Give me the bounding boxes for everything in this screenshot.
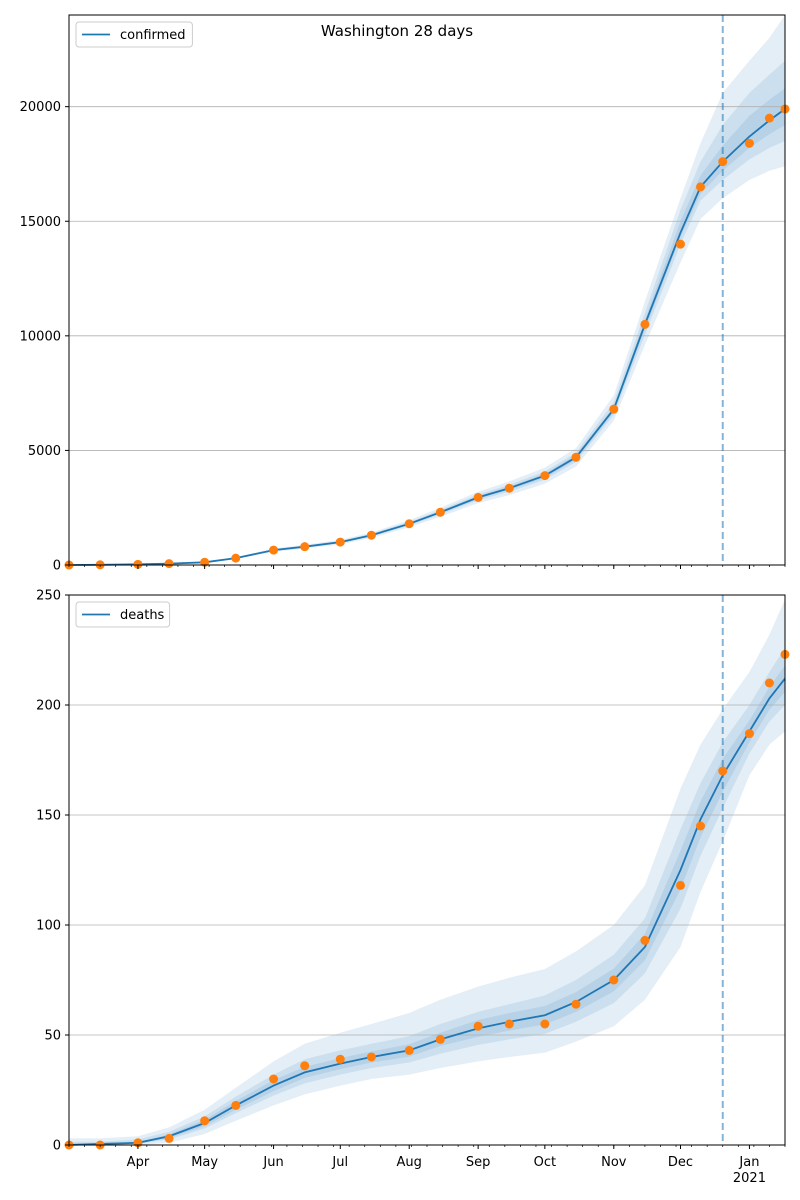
top-series-confirmed (68, 108, 786, 566)
panel-bottom: 0 50 100 150 200 250 Apr May Jun Jul Aug Sep Oct Nov… (36, 589, 790, 1186)
panel-bottom-y-ticks: 0 50 100 150 200 250 (36, 589, 69, 1154)
top-observed-point (300, 542, 310, 552)
top-y-tick-label: 20000 (20, 100, 61, 115)
panel-bottom-bands (69, 599, 785, 1145)
x-tick-label: Jul (331, 1155, 348, 1170)
bottom-observed-point (640, 935, 650, 945)
bottom-observed-point (335, 1054, 345, 1064)
top-observed-point (269, 545, 279, 555)
top-y-tick-label: 10000 (20, 329, 61, 344)
panel-top-observed-points (64, 104, 790, 570)
x-tick-label: Jan (738, 1155, 759, 1170)
bottom-y-tick-label: 100 (36, 919, 61, 934)
bottom-legend-box (75, 601, 171, 628)
bottom-band-1 (69, 599, 785, 1145)
top-observed-point (133, 559, 143, 569)
bottom-observed-point (571, 999, 581, 1009)
x-tick-label: Sep (466, 1155, 491, 1170)
bottom-y-tick-label: 200 (36, 699, 61, 714)
bottom-observed-point (675, 880, 685, 890)
bottom-observed-point (744, 729, 754, 739)
bottom-observed-point (718, 766, 728, 776)
top-observed-point (744, 138, 754, 148)
panel-top-y-ticks: 0 5000 10000 15000 20000 (20, 100, 69, 574)
bottom-observed-point (404, 1045, 414, 1055)
top-band-3 (69, 88, 785, 566)
bottom-observed-point (200, 1116, 210, 1126)
x-tick-label: Oct (534, 1155, 556, 1170)
top-observed-point (675, 239, 685, 249)
bottom-observed-point (696, 821, 706, 831)
x-tick-label: Jun (262, 1155, 283, 1170)
top-observed-point (164, 559, 174, 569)
bottom-observed-point (473, 1021, 483, 1031)
x-tick-label: Nov (601, 1155, 627, 1170)
panel-top-grid (69, 106, 785, 451)
top-legend-label: confirmed (120, 28, 186, 43)
bottom-y-tick-label: 150 (36, 809, 61, 824)
top-observed-point (540, 471, 550, 481)
bottom-observed-point (366, 1052, 376, 1062)
bottom-y-tick-label: 0 (53, 1139, 61, 1154)
bottom-observed-point (231, 1100, 241, 1110)
bottom-observed-point (540, 1019, 550, 1029)
x-tick-label: Apr (127, 1155, 150, 1170)
bottom-series-deaths (68, 678, 786, 1146)
bottom-band-3 (69, 665, 785, 1145)
bottom-observed-point (269, 1074, 279, 1084)
top-observed-point (640, 319, 650, 329)
bottom-band-2 (69, 647, 785, 1145)
x-tick-label: May (191, 1155, 218, 1170)
bottom-observed-point (435, 1034, 445, 1044)
top-observed-point (231, 553, 241, 563)
bottom-observed-point (300, 1061, 310, 1071)
top-observed-point (718, 157, 728, 167)
panel-bottom-series-line (68, 678, 786, 1146)
top-observed-point (764, 113, 774, 123)
top-y-tick-label: 15000 (20, 215, 61, 230)
top-y-tick-label: 5000 (28, 444, 61, 459)
top-observed-point (473, 492, 483, 502)
top-observed-point (571, 452, 581, 462)
top-band-2 (69, 60, 785, 566)
top-observed-point (335, 537, 345, 547)
bottom-observed-point (764, 678, 774, 688)
bottom-observed-point (609, 975, 619, 985)
bottom-legend-label: deaths (120, 608, 165, 623)
top-axes-frame (68, 14, 786, 566)
bottom-y-tick-label: 50 (44, 1029, 61, 1044)
panel-top-frame (68, 14, 786, 566)
panel-top-series-line (68, 108, 786, 566)
bottom-observed-point (164, 1133, 174, 1143)
panel-top: 0 5000 10000 15000 20000 confirmed (20, 14, 790, 574)
panel-bottom-legend: deaths (75, 601, 171, 628)
bottom-observed-point (504, 1019, 514, 1029)
panel-top-bands (69, 15, 785, 566)
panel-top-legend: confirmed (75, 21, 193, 48)
top-observed-point (696, 182, 706, 192)
x-tick-sublabel: 2021 (733, 1171, 766, 1186)
panel-bottom-observed-points (64, 649, 790, 1150)
bottom-y-tick-label: 250 (36, 589, 61, 604)
x-tick-label: Dec (668, 1155, 693, 1170)
top-legend-box (75, 21, 193, 48)
x-tick-label: Aug (397, 1155, 422, 1170)
panel-bottom-grid (69, 594, 785, 1036)
figure-title: Washington 28 days (321, 22, 473, 40)
top-band-1 (69, 15, 785, 565)
top-observed-point (366, 530, 376, 540)
top-observed-point (609, 404, 619, 414)
top-observed-point (404, 519, 414, 529)
panel-top-x-ticks (68, 565, 786, 569)
top-observed-point (435, 507, 445, 517)
top-observed-point (504, 483, 514, 493)
top-y-tick-label: 0 (53, 559, 61, 574)
